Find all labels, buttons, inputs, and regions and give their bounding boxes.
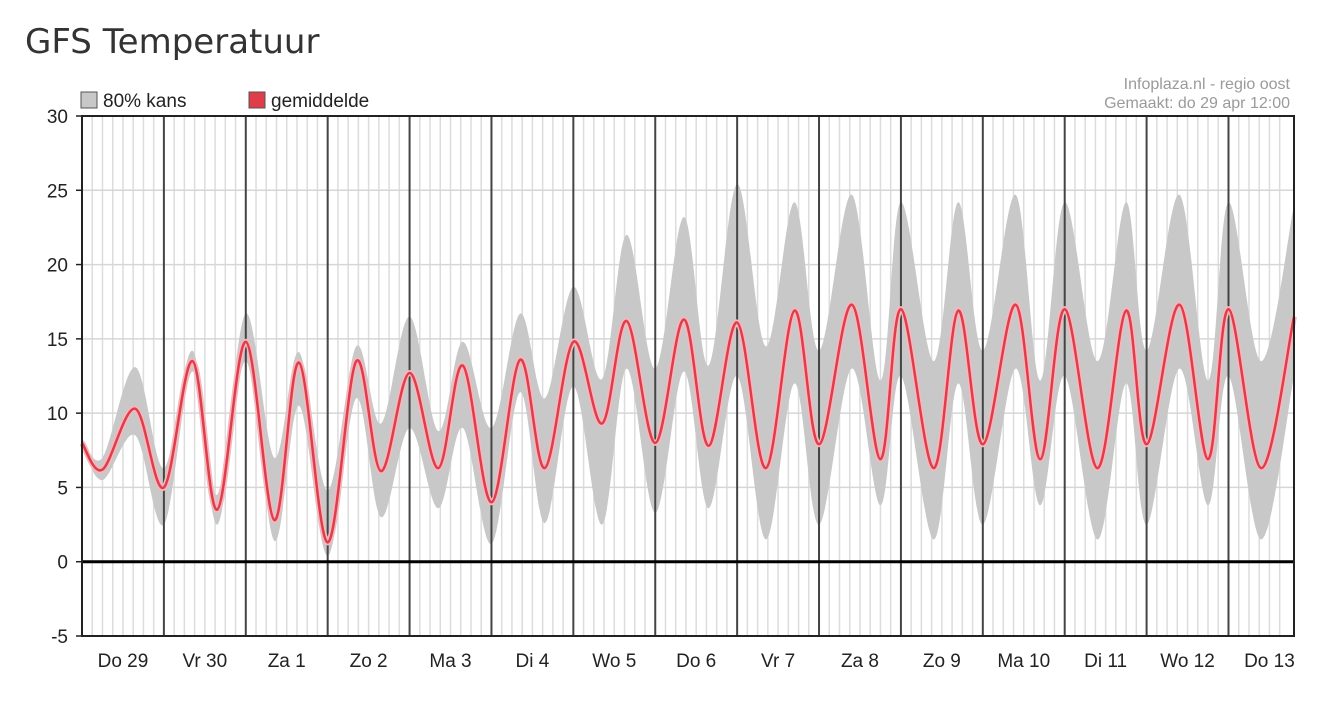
plot-area: 30 25 20 15 10 5 0 -5 Do 29 Vr 30 Za 1 Zo 2 Ma 3 Di 4… [47,107,1297,672]
x-tick-label: Do 13 [1244,651,1295,672]
credit-line-1: Infoplaza.nl - regio oost [1124,76,1291,93]
x-tick-label: Zo 9 [923,651,961,672]
plot-frame [81,115,1295,637]
y-tick-label: 20 [47,256,68,277]
y-tick-label: 30 [47,107,68,128]
y-tick-label: 0 [57,553,68,574]
x-tick-label: Za 1 [268,651,306,672]
x-tick-label: Ma 3 [429,651,471,672]
x-tick-label: Zo 2 [350,651,388,672]
y-tick-label: 25 [47,181,68,202]
x-tick-label: Do 29 [98,651,149,672]
legend-label-80-kans: 80% kans [103,91,186,112]
legend-swatch-80-kans [80,91,98,109]
credit-line-2: Gemaakt: do 29 apr 12:00 [1104,95,1290,112]
y-tick-label: 10 [47,404,68,425]
x-tick-label: Do 6 [676,651,716,672]
x-tick-label: Vr 7 [761,651,795,672]
x-tick-label: Vr 30 [182,651,227,672]
x-tick-label: Wo 12 [1160,651,1215,672]
y-tick-label: 15 [47,330,68,351]
y-tick-label: 5 [57,478,68,499]
page-title: GFS Temperatuur [25,22,320,62]
x-tick-label: Di 11 [1084,651,1127,672]
x-tick-label: Za 8 [841,651,879,672]
x-tick-label: Ma 10 [997,651,1050,672]
x-tick-label: Di 4 [516,651,550,672]
legend-swatch-gemiddelde [248,91,266,109]
legend-label-gemiddelde: gemiddelde [271,91,369,112]
series-gemiddelde-line [80,303,1296,544]
y-tick-label: -5 [51,627,68,648]
legend: 80% kans gemiddelde [80,91,369,112]
x-tick-label: Wo 5 [592,651,636,672]
